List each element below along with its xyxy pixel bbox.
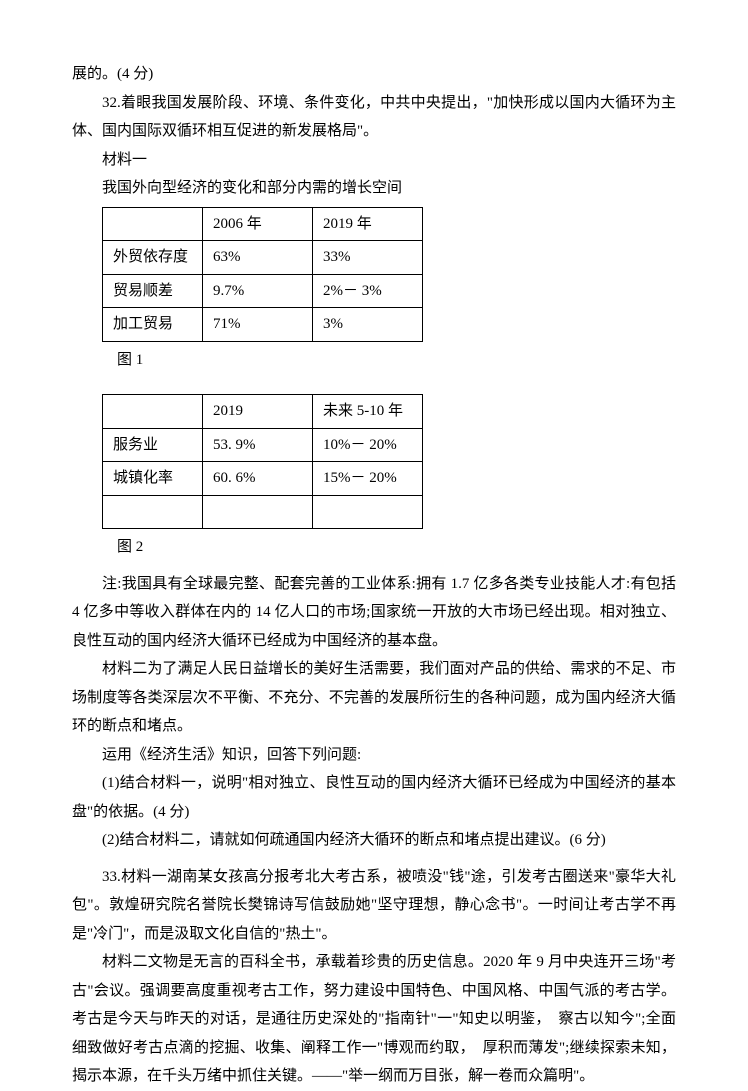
q32-material2: 材料二为了满足人民日益增长的美好生活需要，我们面对产品的供给、需求的不足、市场制… bbox=[72, 655, 676, 741]
table-row: 城镇化率 60. 6% 15%－ 20% bbox=[103, 462, 423, 496]
table-row: 2019 未来 5-10 年 bbox=[103, 395, 423, 429]
q33-p2: 材料二文物是无言的百科全书，承载着珍贵的历史信息。2020 年 9 月中央连开三… bbox=[72, 948, 676, 1091]
table-row: 外贸依存度 63% 33% bbox=[103, 241, 423, 275]
table-cell bbox=[203, 495, 313, 529]
table-cell: 15%－ 20% bbox=[313, 462, 423, 496]
q33-p1: 33.材料一湖南某女孩高分报考北大考古系，被喷没"钱"途，引发考古圈送来"豪华大… bbox=[72, 863, 676, 949]
table-cell: 2%－ 3% bbox=[313, 274, 423, 308]
table-row: 贸易顺差 9.7% 2%－ 3% bbox=[103, 274, 423, 308]
table-cell: 53. 9% bbox=[203, 428, 313, 462]
table-cell: 10%－ 20% bbox=[313, 428, 423, 462]
table-cell: 3% bbox=[313, 308, 423, 342]
q32-sub2: (2)结合材料二，请就如何疏通国内经济大循环的断点和堵点提出建议。(6 分) bbox=[72, 826, 676, 855]
q32-note: 注:我国具有全球最完整、配套完善的工业体系:拥有 1.7 亿多各类专业技能人才:… bbox=[72, 570, 676, 656]
continuation-line: 展的。(4 分) bbox=[72, 60, 676, 89]
table-row bbox=[103, 495, 423, 529]
material1-title: 我国外向型经济的变化和部分内需的增长空间 bbox=[72, 174, 676, 203]
table-cell bbox=[103, 395, 203, 429]
table1: 2006 年 2019 年 外贸依存度 63% 33% 贸易顺差 9.7% 2%… bbox=[102, 207, 423, 342]
table-cell: 9.7% bbox=[203, 274, 313, 308]
table-row: 服务业 53. 9% 10%－ 20% bbox=[103, 428, 423, 462]
table-cell: 加工贸易 bbox=[103, 308, 203, 342]
table-cell: 城镇化率 bbox=[103, 462, 203, 496]
table-cell bbox=[103, 495, 203, 529]
table-row: 2006 年 2019 年 bbox=[103, 207, 423, 241]
q32-instruct: 运用《经济生活》知识，回答下列问题: bbox=[72, 741, 676, 770]
table-cell: 2019 bbox=[203, 395, 313, 429]
table-cell: 服务业 bbox=[103, 428, 203, 462]
table-cell: 33% bbox=[313, 241, 423, 275]
table-cell bbox=[313, 495, 423, 529]
table-cell: 60. 6% bbox=[203, 462, 313, 496]
fig2-label: 图 2 bbox=[117, 533, 676, 562]
table-cell: 71% bbox=[203, 308, 313, 342]
table-cell: 2019 年 bbox=[313, 207, 423, 241]
table2: 2019 未来 5-10 年 服务业 53. 9% 10%－ 20% 城镇化率 … bbox=[102, 394, 423, 529]
q32-intro: 32.着眼我国发展阶段、环境、条件变化，中共中央提出，"加快形成以国内大循环为主… bbox=[72, 89, 676, 146]
table-cell: 未来 5-10 年 bbox=[313, 395, 423, 429]
q32-sub1: (1)结合材料一，说明"相对独立、良性互动的国内经济大循环已经成为中国经济的基本… bbox=[72, 769, 676, 826]
table-cell: 外贸依存度 bbox=[103, 241, 203, 275]
table-cell: 贸易顺差 bbox=[103, 274, 203, 308]
table-cell: 63% bbox=[203, 241, 313, 275]
material1-label: 材料一 bbox=[72, 146, 676, 175]
table-cell: 2006 年 bbox=[203, 207, 313, 241]
table-cell bbox=[103, 207, 203, 241]
fig1-label: 图 1 bbox=[117, 346, 676, 375]
table-row: 加工贸易 71% 3% bbox=[103, 308, 423, 342]
